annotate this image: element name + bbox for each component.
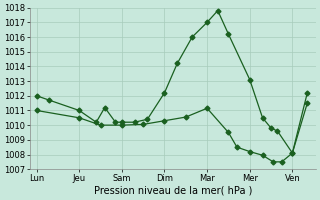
X-axis label: Pression niveau de la mer( hPa ): Pression niveau de la mer( hPa ) — [94, 186, 252, 196]
